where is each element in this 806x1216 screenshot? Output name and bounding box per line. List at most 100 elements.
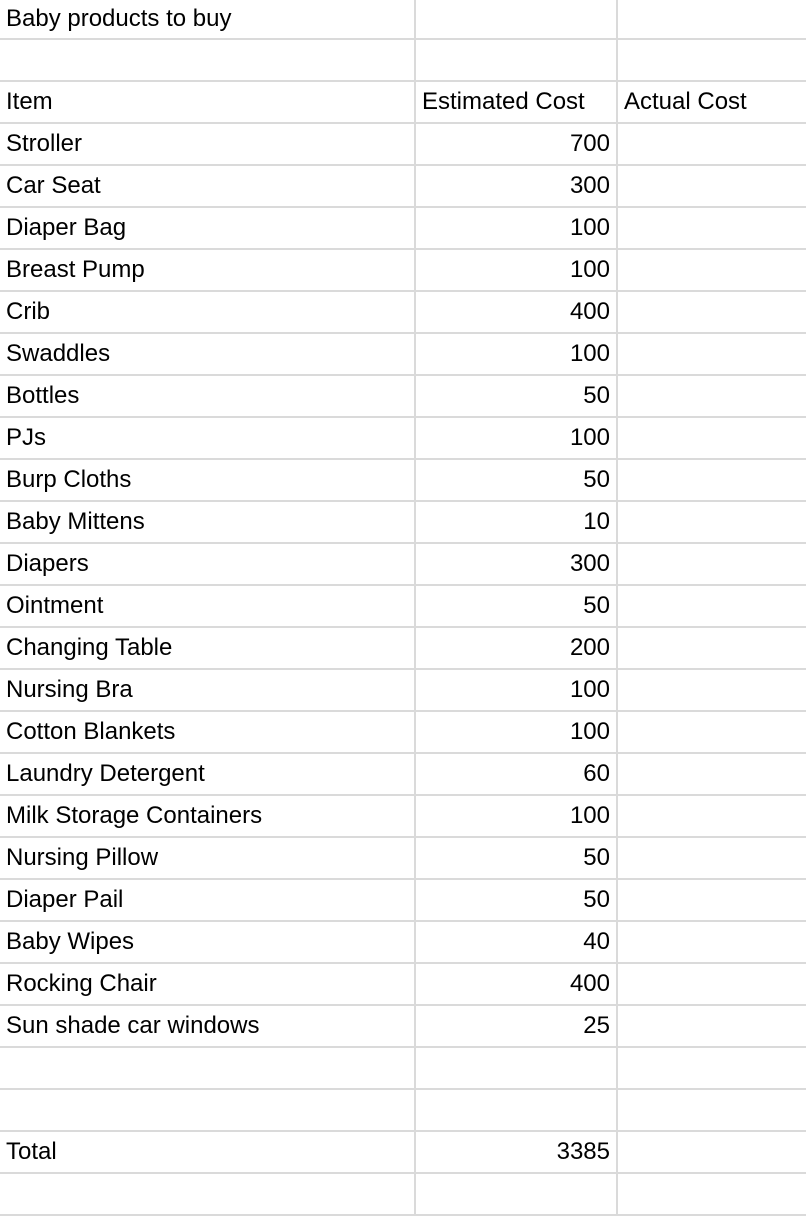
empty-cell[interactable] <box>618 1090 806 1132</box>
actual-cost-cell[interactable] <box>618 964 806 1006</box>
item-name-cell[interactable]: Burp Cloths <box>0 460 416 502</box>
actual-cost-cell[interactable] <box>618 628 806 670</box>
total-label[interactable]: Total <box>0 1132 416 1174</box>
estimated-cost-cell[interactable]: 100 <box>416 418 618 460</box>
item-name-cell[interactable]: Baby Mittens <box>0 502 416 544</box>
actual-cost-cell[interactable] <box>618 754 806 796</box>
actual-cost-cell[interactable] <box>618 418 806 460</box>
item-name-cell[interactable]: Rocking Chair <box>0 964 416 1006</box>
table-row: Nursing Pillow 50 <box>0 838 806 880</box>
item-name-cell[interactable]: Milk Storage Containers <box>0 796 416 838</box>
actual-cost-cell[interactable] <box>618 334 806 376</box>
actual-cost-cell[interactable] <box>618 250 806 292</box>
header-item[interactable]: Item <box>0 82 416 124</box>
table-row: Car Seat 300 <box>0 166 806 208</box>
item-name-cell[interactable]: PJs <box>0 418 416 460</box>
item-name-cell[interactable]: Baby Wipes <box>0 922 416 964</box>
estimated-cost-cell[interactable]: 100 <box>416 796 618 838</box>
item-name-cell[interactable]: Car Seat <box>0 166 416 208</box>
item-name-cell[interactable]: Diapers <box>0 544 416 586</box>
item-name-cell[interactable]: Nursing Bra <box>0 670 416 712</box>
actual-cost-cell[interactable] <box>618 880 806 922</box>
header-row: Item Estimated Cost Actual Cost <box>0 82 806 124</box>
empty-cell[interactable] <box>0 1174 416 1216</box>
empty-cell[interactable] <box>618 1174 806 1216</box>
empty-cell[interactable] <box>416 1174 618 1216</box>
item-name-cell[interactable]: Ointment <box>0 586 416 628</box>
estimated-cost-cell[interactable]: 100 <box>416 334 618 376</box>
item-name-cell[interactable]: Breast Pump <box>0 250 416 292</box>
estimated-cost-cell[interactable]: 50 <box>416 586 618 628</box>
actual-cost-cell[interactable] <box>618 670 806 712</box>
actual-cost-cell[interactable] <box>618 1006 806 1048</box>
table-row: Diapers 300 <box>0 544 806 586</box>
item-name-cell[interactable]: Diaper Pail <box>0 880 416 922</box>
estimated-cost-cell[interactable]: 40 <box>416 922 618 964</box>
header-actual-cost[interactable]: Actual Cost <box>618 82 806 124</box>
item-name-cell[interactable]: Changing Table <box>0 628 416 670</box>
actual-cost-cell[interactable] <box>618 796 806 838</box>
title-cell[interactable]: Baby products to buy <box>0 0 416 40</box>
estimated-cost-cell[interactable]: 200 <box>416 628 618 670</box>
empty-cell[interactable] <box>618 40 806 82</box>
table-row: Cotton Blankets 100 <box>0 712 806 754</box>
actual-cost-cell[interactable] <box>618 922 806 964</box>
estimated-cost-cell[interactable]: 400 <box>416 964 618 1006</box>
item-name-cell[interactable]: Sun shade car windows <box>0 1006 416 1048</box>
table-row: Baby Mittens 10 <box>0 502 806 544</box>
table-row: Rocking Chair 400 <box>0 964 806 1006</box>
estimated-cost-cell[interactable]: 400 <box>416 292 618 334</box>
actual-cost-cell[interactable] <box>618 712 806 754</box>
empty-cell[interactable] <box>416 0 618 40</box>
header-estimated-cost[interactable]: Estimated Cost <box>416 82 618 124</box>
actual-cost-cell[interactable] <box>618 376 806 418</box>
item-name-cell[interactable]: Diaper Bag <box>0 208 416 250</box>
table-row: PJs 100 <box>0 418 806 460</box>
estimated-cost-cell[interactable]: 25 <box>416 1006 618 1048</box>
actual-cost-cell[interactable] <box>618 208 806 250</box>
actual-cost-cell[interactable] <box>618 544 806 586</box>
item-name-cell[interactable]: Swaddles <box>0 334 416 376</box>
estimated-cost-cell[interactable]: 50 <box>416 460 618 502</box>
item-name-cell[interactable]: Crib <box>0 292 416 334</box>
total-estimated[interactable]: 3385 <box>416 1132 618 1174</box>
actual-cost-cell[interactable] <box>618 502 806 544</box>
actual-cost-cell[interactable] <box>618 124 806 166</box>
item-name-cell[interactable]: Laundry Detergent <box>0 754 416 796</box>
empty-cell[interactable] <box>0 1048 416 1090</box>
actual-cost-cell[interactable] <box>618 586 806 628</box>
empty-cell[interactable] <box>0 1090 416 1132</box>
table-row: Laundry Detergent 60 <box>0 754 806 796</box>
actual-cost-cell[interactable] <box>618 166 806 208</box>
actual-cost-cell[interactable] <box>618 838 806 880</box>
empty-cell[interactable] <box>416 40 618 82</box>
estimated-cost-cell[interactable]: 100 <box>416 712 618 754</box>
estimated-cost-cell[interactable]: 700 <box>416 124 618 166</box>
empty-cell[interactable] <box>0 40 416 82</box>
empty-cell[interactable] <box>416 1048 618 1090</box>
empty-cell[interactable] <box>416 1090 618 1132</box>
blank-row <box>0 1090 806 1132</box>
table-row: Milk Storage Containers 100 <box>0 796 806 838</box>
actual-cost-cell[interactable] <box>618 460 806 502</box>
actual-cost-cell[interactable] <box>618 292 806 334</box>
estimated-cost-cell[interactable]: 60 <box>416 754 618 796</box>
estimated-cost-cell[interactable]: 100 <box>416 208 618 250</box>
estimated-cost-cell[interactable]: 50 <box>416 376 618 418</box>
estimated-cost-cell[interactable]: 100 <box>416 250 618 292</box>
empty-cell[interactable] <box>618 0 806 40</box>
empty-cell[interactable] <box>618 1048 806 1090</box>
estimated-cost-cell[interactable]: 50 <box>416 838 618 880</box>
item-rows: Stroller 700 Car Seat 300 Diaper Bag 100 Breas… <box>0 124 806 1048</box>
blank-row <box>0 1174 806 1216</box>
item-name-cell[interactable]: Nursing Pillow <box>0 838 416 880</box>
item-name-cell[interactable]: Cotton Blankets <box>0 712 416 754</box>
total-actual[interactable] <box>618 1132 806 1174</box>
estimated-cost-cell[interactable]: 100 <box>416 670 618 712</box>
item-name-cell[interactable]: Stroller <box>0 124 416 166</box>
estimated-cost-cell[interactable]: 300 <box>416 166 618 208</box>
estimated-cost-cell[interactable]: 50 <box>416 880 618 922</box>
estimated-cost-cell[interactable]: 300 <box>416 544 618 586</box>
estimated-cost-cell[interactable]: 10 <box>416 502 618 544</box>
item-name-cell[interactable]: Bottles <box>0 376 416 418</box>
